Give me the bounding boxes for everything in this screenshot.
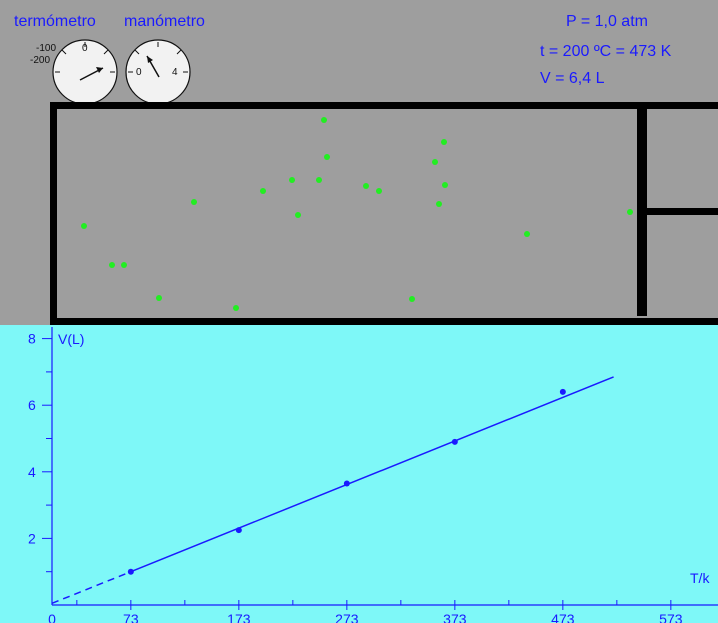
data-point xyxy=(343,480,350,487)
gas-molecule xyxy=(121,262,127,268)
pressure-readout: P = 1,0 atm xyxy=(566,13,648,30)
gas-molecule xyxy=(442,182,448,188)
gas-container xyxy=(50,102,718,325)
container-top-wall xyxy=(50,102,718,109)
container-bottom-wall xyxy=(50,318,718,325)
y-tick-label: 2 xyxy=(28,530,36,546)
gas-molecules xyxy=(81,117,633,311)
volume-readout: V = 6,4 L xyxy=(540,70,605,87)
gas-molecule xyxy=(627,209,633,215)
gas-molecule xyxy=(289,177,295,183)
piston[interactable] xyxy=(637,109,647,316)
gas-molecule xyxy=(324,154,330,160)
extrapolation-line xyxy=(51,571,132,605)
gas-molecule xyxy=(260,188,266,194)
data-point xyxy=(559,388,566,395)
gas-molecule xyxy=(233,305,239,311)
gas-molecule xyxy=(156,295,162,301)
gas-molecule xyxy=(409,296,415,302)
manometer-label: manómetro xyxy=(124,13,205,30)
gas-molecule xyxy=(524,231,530,237)
gas-molecule xyxy=(295,212,301,218)
data-point xyxy=(451,438,458,445)
graph-area xyxy=(0,325,718,623)
x-tick-label: 0 xyxy=(48,611,56,623)
gas-molecule xyxy=(432,159,438,165)
y-tick-label: 4 xyxy=(28,464,36,480)
container-left-wall xyxy=(50,102,57,325)
gas-molecule xyxy=(376,188,382,194)
x-tick-label: 373 xyxy=(443,611,467,623)
gas-molecule xyxy=(191,199,197,205)
thermometer-scale-label: -200 xyxy=(30,55,50,66)
x-tick-label: 473 xyxy=(551,611,575,623)
piston-rod xyxy=(647,208,718,215)
thermometer-label: termómetro xyxy=(14,13,96,30)
x-tick-label: 73 xyxy=(123,611,139,623)
manometer-scale-label: 0 xyxy=(136,67,142,78)
thermometer-scale-label: -100 xyxy=(36,43,56,54)
y-axis-label: V(L) xyxy=(58,331,84,347)
manometer-scale-label: 4 xyxy=(172,67,178,78)
thermometer-dial: -100 -200 0 xyxy=(30,39,118,105)
gas-molecule xyxy=(441,139,447,145)
simulation-area xyxy=(0,0,718,325)
data-point xyxy=(127,568,134,575)
gas-molecule xyxy=(363,183,369,189)
graph-series xyxy=(51,376,614,605)
gas-molecule xyxy=(436,201,442,207)
gas-molecule xyxy=(81,223,87,229)
temperature-readout: t = 200 ºC = 473 K xyxy=(540,43,672,60)
manometer-dial: 0 4 xyxy=(125,39,191,105)
gas-molecule xyxy=(321,117,327,123)
fit-line xyxy=(130,376,614,573)
y-tick-label: 8 xyxy=(28,331,36,347)
data-point xyxy=(235,527,242,534)
x-tick-label: 573 xyxy=(659,611,683,623)
gauges: -100 -200 0 0 4 xyxy=(30,39,191,105)
y-tick-label: 6 xyxy=(28,397,36,413)
graph-axes: 2 4 6 8 0 73 173 273 373 473 573 xyxy=(28,327,718,623)
x-tick-label: 173 xyxy=(227,611,251,623)
x-tick-label: 273 xyxy=(335,611,359,623)
x-axis-label: T/k xyxy=(690,570,710,586)
thermometer-scale-label: 0 xyxy=(82,43,88,54)
gas-molecule xyxy=(109,262,115,268)
gas-molecule xyxy=(316,177,322,183)
